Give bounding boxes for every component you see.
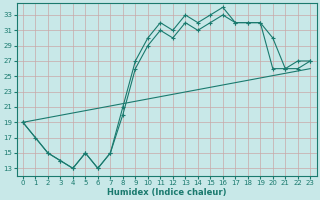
X-axis label: Humidex (Indice chaleur): Humidex (Indice chaleur)	[107, 188, 226, 197]
